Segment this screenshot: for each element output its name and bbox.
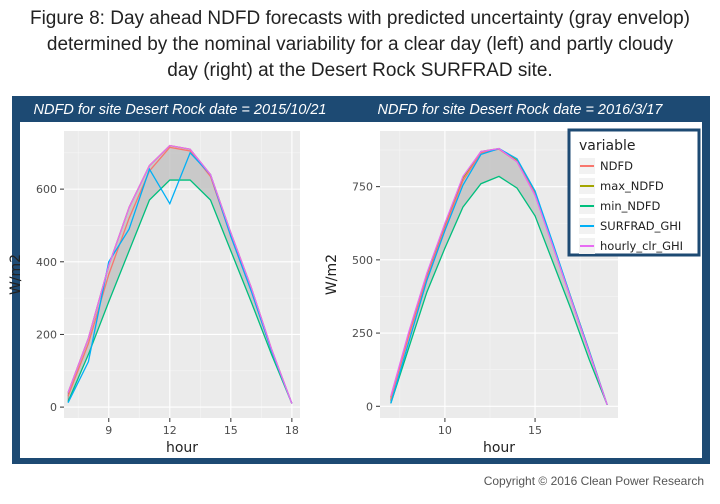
right-ytick-label: 750 [352, 181, 373, 194]
left-y-axis-label: W/m2 [8, 254, 24, 295]
left-series-min-ndfd [67, 179, 293, 404]
left-ytick-label: 400 [36, 256, 57, 269]
legend-label-max-ndfd: max_NDFD [600, 179, 664, 193]
legend: variable NDFD max_NDFD min_NDFD SURFRAD_GHIh… [567, 128, 701, 257]
left-xtick-label: 15 [224, 424, 238, 437]
left-xtick-label: 12 [163, 424, 177, 437]
left-x-axis-label: hour [166, 440, 198, 456]
right-ytick-label: 250 [352, 327, 373, 340]
left-chart-title: NDFD for site Desert Rock date = 2015/10… [33, 102, 327, 118]
right-ytick-label: 500 [352, 254, 373, 267]
right-y-axis-label: W/m2 [324, 254, 340, 295]
caption-line-1: Day ahead NDFD forecasts with predicted … [104, 8, 691, 29]
left-ytick-label: 200 [36, 328, 57, 341]
left-ytick-label: 600 [36, 183, 57, 196]
caption-line-2: determined by the nominal variability fo… [46, 34, 674, 55]
right-series-hourly-clr-ghi [390, 147, 608, 406]
right-xtick-label: 10 [438, 424, 452, 437]
figure-label: Figure 8: [29, 8, 105, 29]
right-chart-title: NDFD for site Desert Rock date = 2016/3/… [377, 102, 663, 118]
right-ytick-label: 0 [366, 400, 373, 413]
legend-label-min-ndfd: min_NDFD [600, 199, 661, 213]
legend-label-surfrad-ghi: SURFRAD_GHI [600, 219, 681, 233]
left-xtick-label: 18 [285, 424, 299, 437]
left-series-hourly-clr-ghi [67, 144, 293, 404]
caption-line-3: day (right) at the Desert Rock SURFRAD s… [167, 60, 553, 81]
left-xtick-label: 9 [105, 424, 112, 437]
legend-label-hourly-clr-ghi: hourly_clr_GHI [600, 239, 683, 253]
right-series-min-ndfd [390, 175, 608, 406]
right-xtick-label: 15 [528, 424, 542, 437]
right-x-axis-label: hour [483, 440, 515, 456]
figure-caption: Figure 8: Day ahead NDFD forecasts with … [0, 6, 720, 84]
left-chart: 0 200 400 600 9 12 15 18 hour W/m2 [8, 131, 300, 456]
legend-label-ndfd: NDFD [600, 159, 633, 173]
legend-title: variable [579, 138, 635, 154]
left-ytick-label: 0 [50, 401, 57, 414]
copyright-text: Copyright © 2016 Clean Power Research [483, 474, 704, 488]
